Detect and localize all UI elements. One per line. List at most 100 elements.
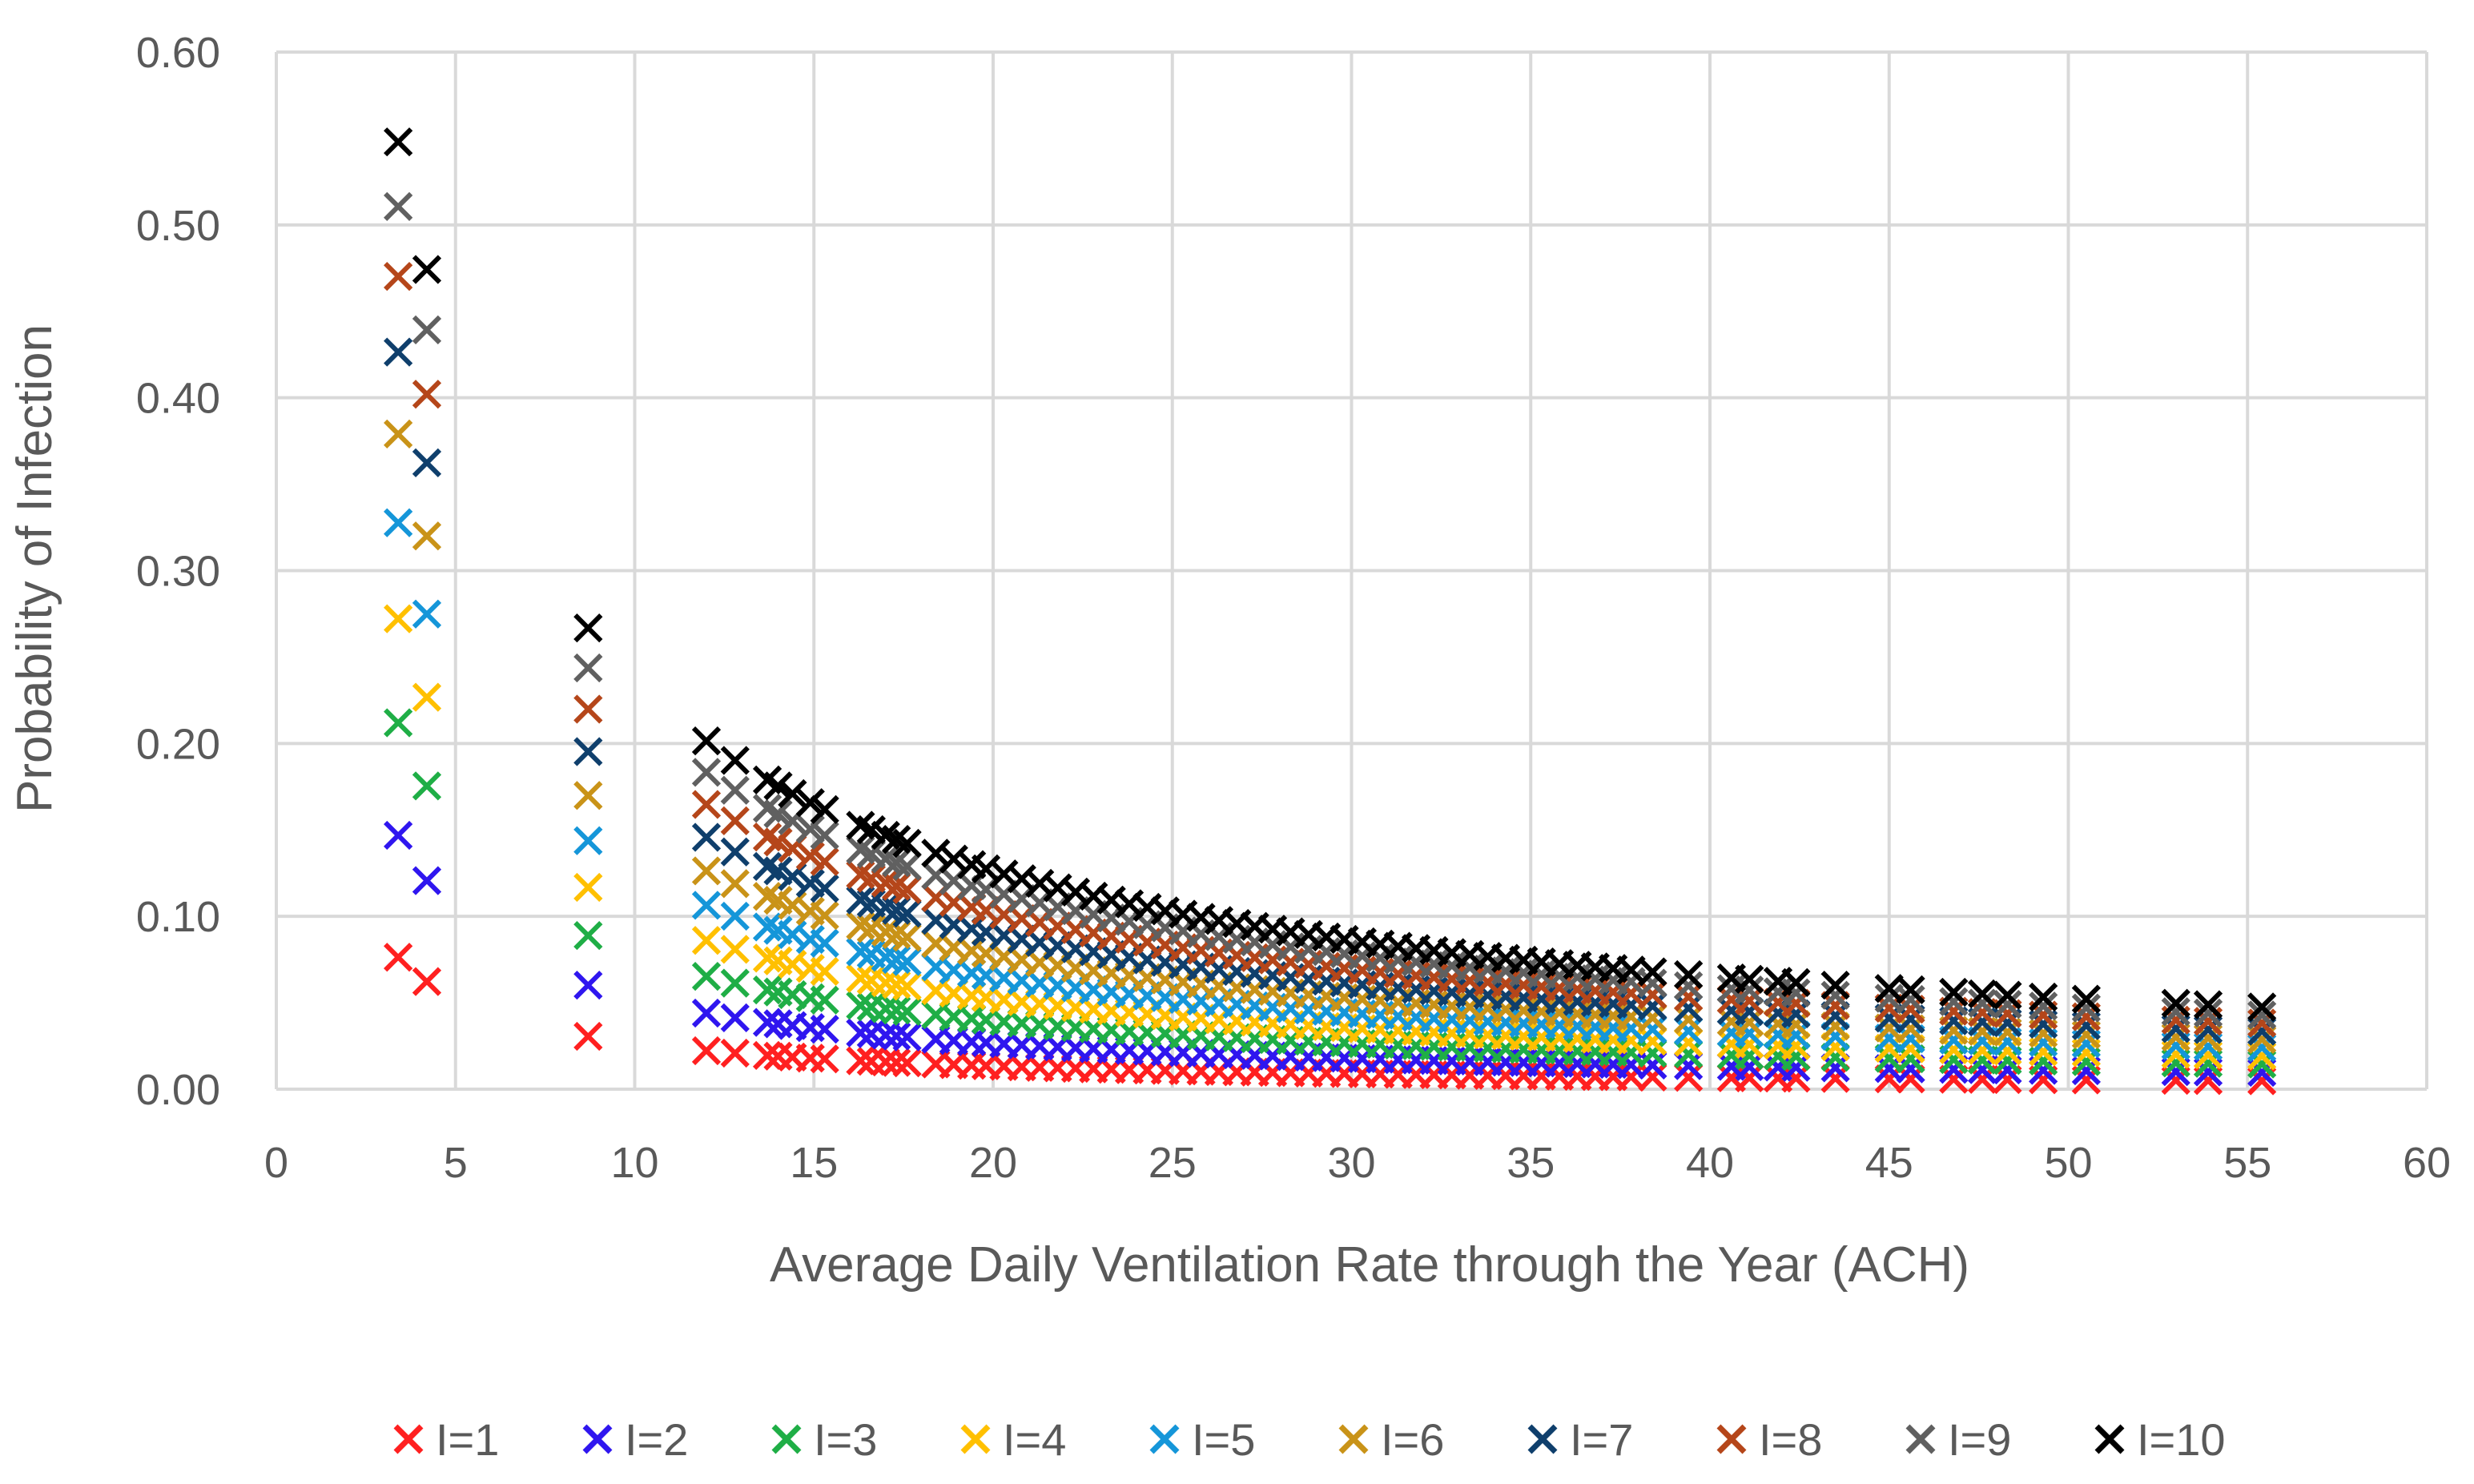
data-point-i6 (1735, 1007, 1764, 1037)
data-point-i8 (1781, 988, 1811, 1018)
data-point-i10 (1025, 868, 1055, 899)
data-point-i5 (882, 944, 911, 975)
data-point-i8 (384, 261, 413, 292)
data-point-i1 (1735, 1063, 1764, 1092)
data-point-i9 (1993, 989, 2022, 1019)
data-point-i7 (691, 822, 722, 852)
data-point-i3 (1674, 1039, 1704, 1069)
data-point-i10 (795, 788, 825, 818)
data-point-i1 (573, 1021, 603, 1052)
y-tick-label: 0.20 (136, 720, 220, 768)
data-point-i10 (1007, 864, 1036, 894)
data-point-i10 (412, 255, 442, 284)
data-point-i6 (1820, 1011, 1850, 1041)
x-tick-label: 15 (790, 1139, 838, 1187)
data-point-i7 (1674, 993, 1704, 1024)
data-point-i4 (384, 604, 413, 633)
data-point-i6 (384, 419, 413, 449)
data-point-i10 (810, 794, 839, 824)
data-point-i9 (1939, 987, 1969, 1016)
data-point-i1 (1820, 1064, 1850, 1093)
data-point-i8 (892, 875, 922, 904)
data-point-i8 (412, 380, 442, 409)
data-point-i8 (720, 806, 750, 835)
data-point-i4 (810, 956, 839, 987)
data-point-i5 (1616, 1014, 1646, 1044)
x-axis-title: Average Daily Ventilation Rate through t… (770, 1237, 1969, 1293)
data-point-i4 (1781, 1031, 1811, 1060)
data-point-i10 (989, 859, 1019, 889)
legend-entry: I=6 (1338, 1414, 1444, 1465)
data-point-i10 (1896, 975, 1925, 1005)
x-tick-label: 50 (2044, 1139, 2092, 1187)
data-point-i5 (810, 928, 839, 958)
legend-label: I=4 (1003, 1414, 1066, 1465)
data-point-i3 (384, 708, 413, 738)
x-tick-label: 10 (610, 1139, 658, 1187)
data-point-i10 (573, 613, 603, 643)
data-point-i1 (871, 1047, 900, 1077)
legend-entry: I=2 (582, 1414, 688, 1465)
data-point-i1 (1638, 1062, 1667, 1092)
legend-label: I=1 (436, 1414, 499, 1465)
data-point-i6 (882, 919, 911, 950)
data-point-i3 (412, 771, 442, 801)
legend-entry: I=1 (393, 1414, 499, 1465)
data-point-i9 (810, 820, 839, 851)
data-point-i2 (1616, 1050, 1646, 1080)
data-point-i3 (810, 985, 839, 1015)
data-point-i8 (1638, 979, 1667, 1010)
data-point-i5 (846, 937, 875, 967)
data-point-i1 (810, 1044, 839, 1074)
data-point-i4 (412, 682, 442, 712)
data-point-i10 (2071, 984, 2102, 1014)
data-point-i2 (752, 1007, 782, 1037)
data-point-i9 (1896, 984, 1925, 1015)
data-point-i10 (1993, 980, 2022, 1010)
data-point-i5 (1781, 1020, 1811, 1050)
data-point-i5 (720, 901, 750, 931)
data-point-i1 (691, 1036, 722, 1066)
data-point-i1 (846, 1046, 875, 1076)
data-point-i9 (1967, 988, 1997, 1018)
data-point-i5 (384, 508, 413, 537)
data-point-i10 (2193, 990, 2223, 1019)
legend-entry: I=4 (960, 1414, 1066, 1465)
data-point-i7 (892, 899, 922, 928)
legend-marker (2094, 1424, 2125, 1454)
data-point-i5 (892, 947, 922, 976)
data-point-i2 (1735, 1052, 1764, 1081)
data-point-i3 (752, 975, 782, 1005)
legend-marker (393, 1424, 424, 1454)
data-point-i4 (1616, 1026, 1646, 1056)
x-tick-label: 0 (264, 1139, 288, 1187)
data-point-i6 (810, 901, 839, 931)
legend-label: I=9 (1948, 1414, 2011, 1465)
data-point-i3 (720, 968, 750, 998)
y-axis-title: Probability of Infection (7, 324, 62, 813)
data-point-i6 (892, 923, 922, 952)
legend-entry: I=8 (1716, 1414, 1822, 1465)
data-point-i5 (1820, 1021, 1850, 1052)
x-tick-label: 55 (2223, 1139, 2271, 1187)
data-point-i2 (384, 820, 413, 851)
data-point-i4 (892, 971, 922, 1001)
data-point-i4 (691, 926, 722, 955)
data-point-i6 (691, 856, 722, 886)
x-tick-label: 40 (1686, 1139, 1734, 1187)
data-point-i10 (1060, 877, 1091, 907)
data-point-i10 (1096, 885, 1126, 915)
data-point-i8 (763, 827, 793, 857)
x-tick-label: 5 (444, 1139, 468, 1187)
legend-label: I=3 (814, 1414, 877, 1465)
data-point-i9 (573, 653, 603, 683)
data-point-i6 (778, 891, 807, 920)
data-point-i4 (1638, 1027, 1667, 1056)
data-point-i10 (1820, 970, 1850, 1000)
legend-label: I=7 (1570, 1414, 1633, 1465)
y-tick-label: 0.50 (136, 202, 220, 250)
data-point-i7 (1735, 996, 1764, 1027)
data-point-i10 (1967, 979, 1997, 1009)
data-point-i4 (573, 872, 603, 903)
